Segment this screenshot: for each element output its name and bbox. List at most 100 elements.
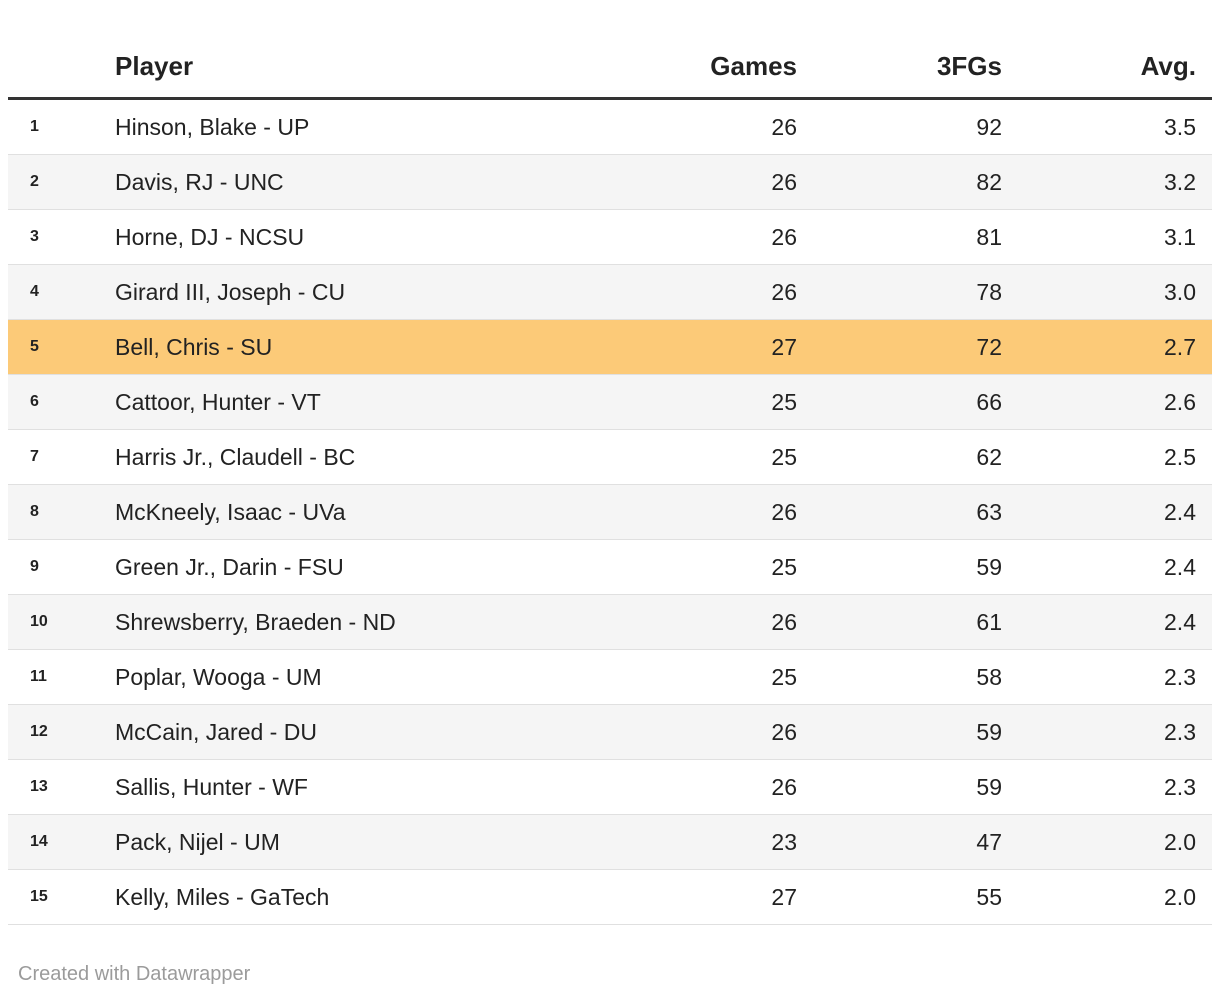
- player-cell: Bell, Chris - SU: [115, 319, 545, 375]
- table-row: 14 Pack, Nijel - UM 23 47 2.0: [8, 814, 1212, 870]
- header-player: Player: [115, 36, 545, 100]
- fgs-cell: 81: [797, 209, 1002, 265]
- leaderboard-table: Player Games 3FGs Avg. 1 Hinson, Blake - …: [8, 36, 1212, 925]
- table-row: 11 Poplar, Wooga - UM 25 58 2.3: [8, 649, 1212, 705]
- games-cell: 26: [545, 594, 797, 650]
- avg-cell: 2.3: [1002, 759, 1212, 815]
- avg-cell: 3.2: [1002, 154, 1212, 210]
- avg-cell: 3.5: [1002, 98, 1212, 155]
- fgs-cell: 72: [797, 319, 1002, 375]
- header-rank: [8, 36, 115, 100]
- games-cell: 27: [545, 319, 797, 375]
- games-cell: 25: [545, 374, 797, 430]
- rank-cell: 2: [8, 154, 115, 210]
- rank-cell: 1: [8, 98, 115, 155]
- player-cell: Cattoor, Hunter - VT: [115, 374, 545, 430]
- table-row: 7 Harris Jr., Claudell - BC 25 62 2.5: [8, 429, 1212, 485]
- fgs-cell: 63: [797, 484, 1002, 540]
- fgs-cell: 59: [797, 704, 1002, 760]
- player-cell: Harris Jr., Claudell - BC: [115, 429, 545, 485]
- table-row: 6 Cattoor, Hunter - VT 25 66 2.6: [8, 374, 1212, 430]
- rank-cell: 11: [8, 649, 115, 705]
- player-cell: Girard III, Joseph - CU: [115, 264, 545, 320]
- rank-cell: 15: [8, 869, 115, 925]
- avg-cell: 3.1: [1002, 209, 1212, 265]
- fgs-cell: 66: [797, 374, 1002, 430]
- header-games: Games: [545, 36, 797, 100]
- games-cell: 25: [545, 649, 797, 705]
- fgs-cell: 61: [797, 594, 1002, 650]
- fgs-cell: 59: [797, 759, 1002, 815]
- rank-cell: 7: [8, 429, 115, 485]
- games-cell: 26: [545, 209, 797, 265]
- avg-cell: 2.4: [1002, 539, 1212, 595]
- games-cell: 26: [545, 154, 797, 210]
- avg-cell: 2.4: [1002, 484, 1212, 540]
- player-cell: Pack, Nijel - UM: [115, 814, 545, 870]
- games-cell: 25: [545, 539, 797, 595]
- table-row: 12 McCain, Jared - DU 26 59 2.3: [8, 704, 1212, 760]
- rank-cell: 8: [8, 484, 115, 540]
- avg-cell: 2.3: [1002, 704, 1212, 760]
- player-cell: McCain, Jared - DU: [115, 704, 545, 760]
- games-cell: 25: [545, 429, 797, 485]
- player-cell: Green Jr., Darin - FSU: [115, 539, 545, 595]
- avg-cell: 3.0: [1002, 264, 1212, 320]
- avg-cell: 2.0: [1002, 869, 1212, 925]
- fgs-cell: 62: [797, 429, 1002, 485]
- fgs-cell: 78: [797, 264, 1002, 320]
- fgs-cell: 92: [797, 98, 1002, 155]
- rank-cell: 10: [8, 594, 115, 650]
- games-cell: 27: [545, 869, 797, 925]
- games-cell: 26: [545, 264, 797, 320]
- avg-cell: 2.4: [1002, 594, 1212, 650]
- table-row: 13 Sallis, Hunter - WF 26 59 2.3: [8, 759, 1212, 815]
- avg-cell: 2.3: [1002, 649, 1212, 705]
- player-cell: Shrewsberry, Braeden - ND: [115, 594, 545, 650]
- table-body: 1 Hinson, Blake - UP 26 92 3.5 2 Davis, RJ - U…: [8, 98, 1212, 925]
- games-cell: 26: [545, 759, 797, 815]
- header-avg: Avg.: [1002, 36, 1212, 100]
- fgs-cell: 82: [797, 154, 1002, 210]
- table-row: 3 Horne, DJ - NCSU 26 81 3.1: [8, 209, 1212, 265]
- attribution-link[interactable]: Created with Datawrapper: [18, 963, 251, 985]
- player-cell: Sallis, Hunter - WF: [115, 759, 545, 815]
- rank-cell: 4: [8, 264, 115, 320]
- avg-cell: 2.6: [1002, 374, 1212, 430]
- rank-cell: 3: [8, 209, 115, 265]
- games-cell: 26: [545, 704, 797, 760]
- fgs-cell: 58: [797, 649, 1002, 705]
- table-row: 2 Davis, RJ - UNC 26 82 3.2: [8, 154, 1212, 210]
- rank-cell: 5: [8, 319, 115, 375]
- rank-cell: 6: [8, 374, 115, 430]
- player-cell: McKneely, Isaac - UVa: [115, 484, 545, 540]
- rank-cell: 14: [8, 814, 115, 870]
- rank-cell: 12: [8, 704, 115, 760]
- rank-cell: 13: [8, 759, 115, 815]
- avg-cell: 2.7: [1002, 319, 1212, 375]
- avg-cell: 2.5: [1002, 429, 1212, 485]
- table-row: 5 Bell, Chris - SU 27 72 2.7: [8, 319, 1212, 375]
- table-row: 15 Kelly, Miles - GaTech 27 55 2.0: [8, 869, 1212, 925]
- header-3fgs: 3FGs: [797, 36, 1002, 100]
- games-cell: 26: [545, 484, 797, 540]
- table-row: 8 McKneely, Isaac - UVa 26 63 2.4: [8, 484, 1212, 540]
- player-cell: Davis, RJ - UNC: [115, 154, 545, 210]
- player-cell: Horne, DJ - NCSU: [115, 209, 545, 265]
- fgs-cell: 59: [797, 539, 1002, 595]
- player-cell: Kelly, Miles - GaTech: [115, 869, 545, 925]
- table-row: 1 Hinson, Blake - UP 26 92 3.5: [8, 98, 1212, 155]
- games-cell: 26: [545, 98, 797, 155]
- table-row: 10 Shrewsberry, Braeden - ND 26 61 2.4: [8, 594, 1212, 650]
- fgs-cell: 47: [797, 814, 1002, 870]
- player-cell: Poplar, Wooga - UM: [115, 649, 545, 705]
- avg-cell: 2.0: [1002, 814, 1212, 870]
- player-cell: Hinson, Blake - UP: [115, 98, 545, 155]
- header-row: Player Games 3FGs Avg.: [8, 36, 1212, 100]
- table-row: 4 Girard III, Joseph - CU 26 78 3.0: [8, 264, 1212, 320]
- games-cell: 23: [545, 814, 797, 870]
- rank-cell: 9: [8, 539, 115, 595]
- table-row: 9 Green Jr., Darin - FSU 25 59 2.4: [8, 539, 1212, 595]
- fgs-cell: 55: [797, 869, 1002, 925]
